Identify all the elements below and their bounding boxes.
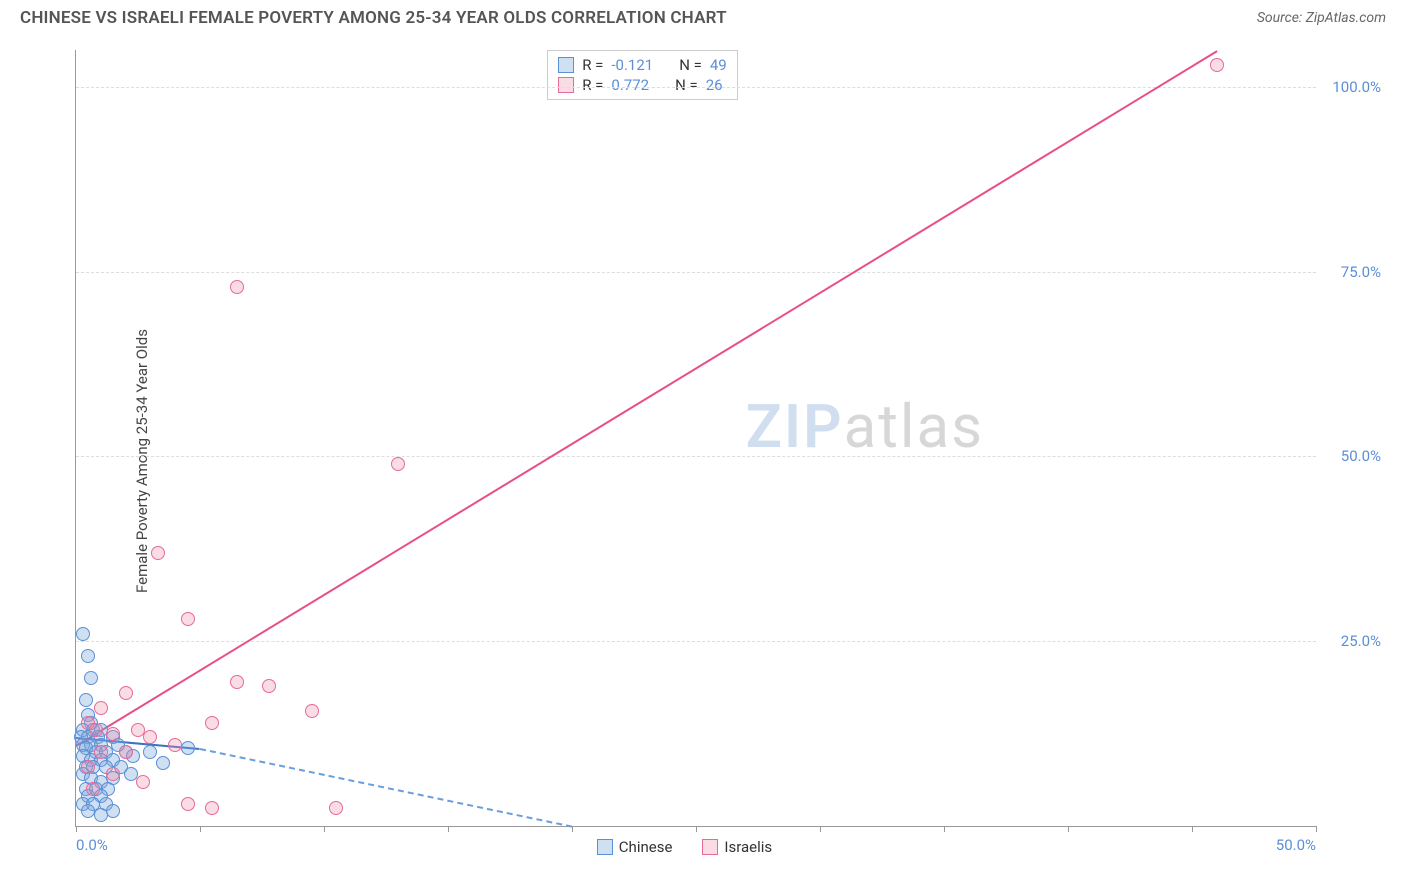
x-tick: [324, 826, 325, 832]
x-tick: [448, 826, 449, 832]
data-point: [94, 701, 108, 715]
data-point: [143, 745, 157, 759]
x-tick: [944, 826, 945, 832]
title-bar: CHINESE VS ISRAELI FEMALE POVERTY AMONG …: [0, 0, 1406, 32]
y-tick-label: 75.0%: [1341, 263, 1381, 281]
data-point: [89, 723, 103, 737]
data-point: [181, 797, 195, 811]
chart-container: Female Poverty Among 25-34 Year Olds ZIP…: [20, 40, 1386, 882]
data-point: [1210, 58, 1224, 72]
y-tick-label: 25.0%: [1341, 632, 1381, 650]
stat-n-label: N =: [679, 56, 702, 74]
data-point: [119, 686, 133, 700]
data-point: [230, 675, 244, 689]
data-point: [181, 612, 195, 626]
data-point: [119, 745, 133, 759]
stat-r-value: 0.772: [611, 76, 649, 94]
legend: Chinese Israelis: [597, 838, 772, 856]
x-tick: [1316, 826, 1317, 832]
source-name: ZipAtlas.com: [1306, 10, 1386, 26]
data-point: [305, 704, 319, 718]
legend-item: Israelis: [702, 838, 772, 856]
data-point: [136, 775, 150, 789]
data-point: [230, 280, 244, 294]
gridline-h: [76, 272, 1316, 273]
data-point: [76, 627, 90, 641]
x-tick-label: 0.0%: [76, 836, 108, 854]
gridline-h: [76, 456, 1316, 457]
data-point: [205, 801, 219, 815]
x-tick: [696, 826, 697, 832]
x-tick: [200, 826, 201, 832]
data-point: [168, 738, 182, 752]
data-point: [106, 727, 120, 741]
gridline-h: [76, 87, 1316, 88]
watermark: ZIPatlas: [746, 391, 985, 462]
y-tick-label: 50.0%: [1341, 447, 1381, 465]
x-tick: [1068, 826, 1069, 832]
data-point: [84, 671, 98, 685]
plot-area: ZIPatlas R = -0.121 N = 49 R = 0.772 N = 26…: [75, 50, 1316, 827]
y-tick-label: 100.0%: [1332, 78, 1381, 96]
legend-swatch: [597, 839, 613, 855]
stats-row: R = -0.121 N = 49: [558, 55, 727, 75]
x-tick: [76, 826, 77, 832]
data-point: [143, 730, 157, 744]
gridline-h: [76, 641, 1316, 642]
data-point: [86, 782, 100, 796]
stats-swatch: [558, 57, 574, 73]
source-attribution: Source: ZipAtlas.com: [1257, 10, 1386, 26]
data-point: [329, 801, 343, 815]
watermark-zip: ZIP: [746, 391, 844, 462]
data-point: [81, 760, 95, 774]
data-point: [79, 693, 93, 707]
stats-swatch: [558, 77, 574, 93]
legend-label: Israelis: [724, 838, 772, 856]
trend-line: [200, 748, 572, 828]
x-tick: [572, 826, 573, 832]
data-point: [156, 756, 170, 770]
stats-row: R = 0.772 N = 26: [558, 75, 727, 95]
data-point: [151, 546, 165, 560]
x-tick: [1192, 826, 1193, 832]
stat-r-value: -0.121: [611, 56, 653, 74]
data-point: [94, 745, 108, 759]
chart-title: CHINESE VS ISRAELI FEMALE POVERTY AMONG …: [20, 8, 727, 28]
x-tick: [820, 826, 821, 832]
legend-item: Chinese: [597, 838, 673, 856]
stats-box: R = -0.121 N = 49 R = 0.772 N = 26: [547, 50, 738, 100]
data-point: [205, 716, 219, 730]
data-point: [106, 804, 120, 818]
data-point: [81, 649, 95, 663]
stat-r-label: R =: [582, 56, 603, 74]
legend-label: Chinese: [619, 838, 673, 856]
stat-n-value: 26: [706, 76, 723, 94]
data-point: [106, 767, 120, 781]
stat-r-label: R =: [582, 76, 603, 94]
data-point: [181, 741, 195, 755]
data-point: [391, 457, 405, 471]
watermark-atlas: atlas: [844, 391, 984, 462]
source-prefix: Source:: [1257, 10, 1306, 26]
stat-n-label: N =: [675, 76, 698, 94]
stat-n-value: 49: [710, 56, 727, 74]
data-point: [262, 679, 276, 693]
legend-swatch: [702, 839, 718, 855]
x-tick-label: 50.0%: [1276, 836, 1316, 854]
